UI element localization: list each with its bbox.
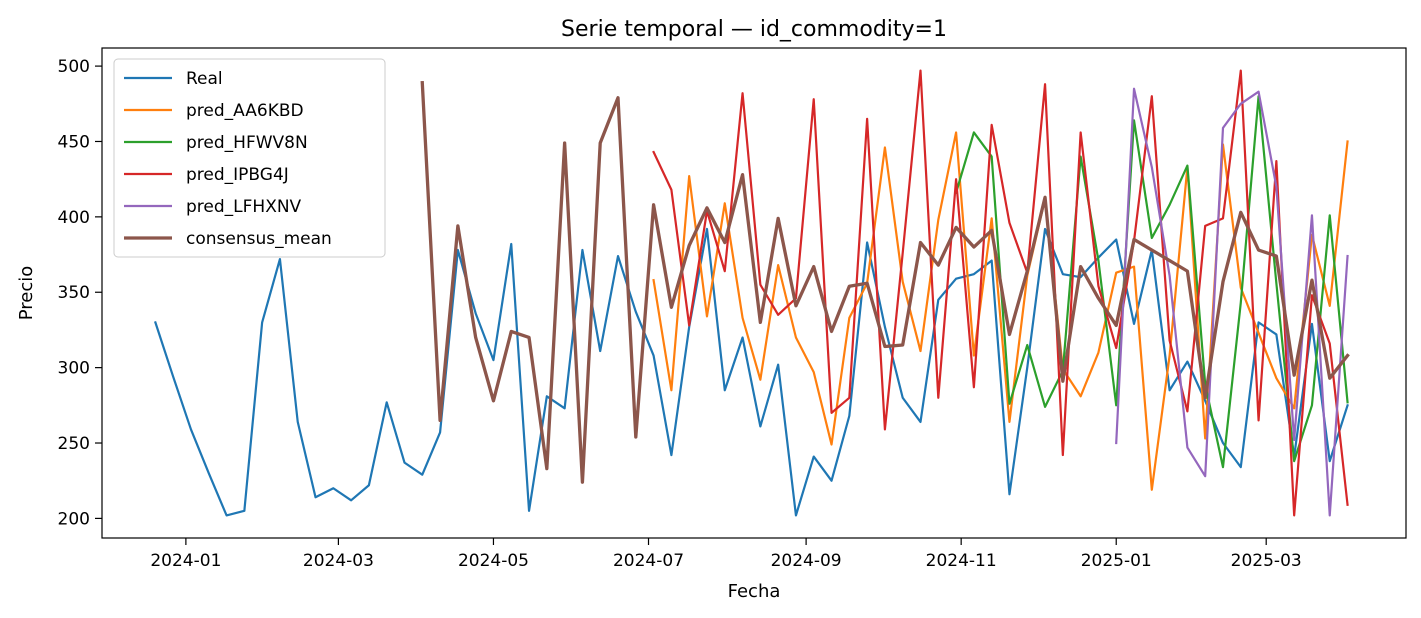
legend-label-pred-aa6kbd: pred_AA6KBD [186, 101, 304, 121]
plot-area [153, 69, 1350, 517]
legend-label-pred-lfhxnv: pred_LFHXNV [186, 197, 302, 217]
series-line-pred-ipbg4j [652, 69, 1349, 517]
y-tick-label: 300 [58, 359, 90, 379]
x-tick-label: 2024-05 [458, 551, 529, 571]
y-tick-label: 350 [58, 283, 90, 303]
series-line-real [153, 227, 1349, 517]
x-tick-label: 2024-09 [771, 551, 842, 571]
chart-title: Serie temporal — id_commodity=1 [561, 17, 947, 42]
series-line-consensus-mean [420, 80, 1350, 484]
plot-frame [101, 47, 1407, 539]
legend-box [113, 58, 386, 258]
x-tick-label: 2024-03 [303, 551, 374, 571]
y-tick-label: 200 [58, 509, 90, 529]
y-tick-label: 400 [58, 208, 90, 228]
legend-label-pred-ipbg4j: pred_IPBG4J [186, 165, 289, 185]
legend: Real pred_AA6KBD pred_HFWV8N pred_IPBG4Jpre… [113, 58, 386, 258]
y-axis: 200 250 300 350 400 450 500 [58, 57, 102, 529]
y-tick-label: 500 [58, 57, 90, 77]
y-tick-label: 450 [58, 132, 90, 152]
series-line-pred-aa6kbd [652, 131, 1349, 491]
x-tick-label: 2024-11 [926, 551, 997, 571]
x-tick-label: 2025-01 [1081, 551, 1152, 571]
y-tick-label: 250 [58, 434, 90, 454]
legend-label-consensus-mean: consensus_mean [186, 229, 332, 249]
series-line-pred-hfwv8n [954, 95, 1349, 469]
x-axis: 2024-01 2024-03 2024-05 2024-07 2024-09 2024-… [150, 538, 1302, 571]
legend-label-pred-hfwv8n: pred_HFWV8N [186, 133, 308, 153]
x-tick-label: 2024-01 [150, 551, 221, 571]
x-axis-label: Fecha [728, 581, 781, 602]
x-tick-label: 2025-03 [1231, 551, 1302, 571]
x-tick-label: 2024-07 [613, 551, 684, 571]
legend-label-real: Real [186, 69, 223, 89]
series-line-pred-lfhxnv [1115, 87, 1349, 517]
y-axis-label: Precio [16, 266, 37, 321]
